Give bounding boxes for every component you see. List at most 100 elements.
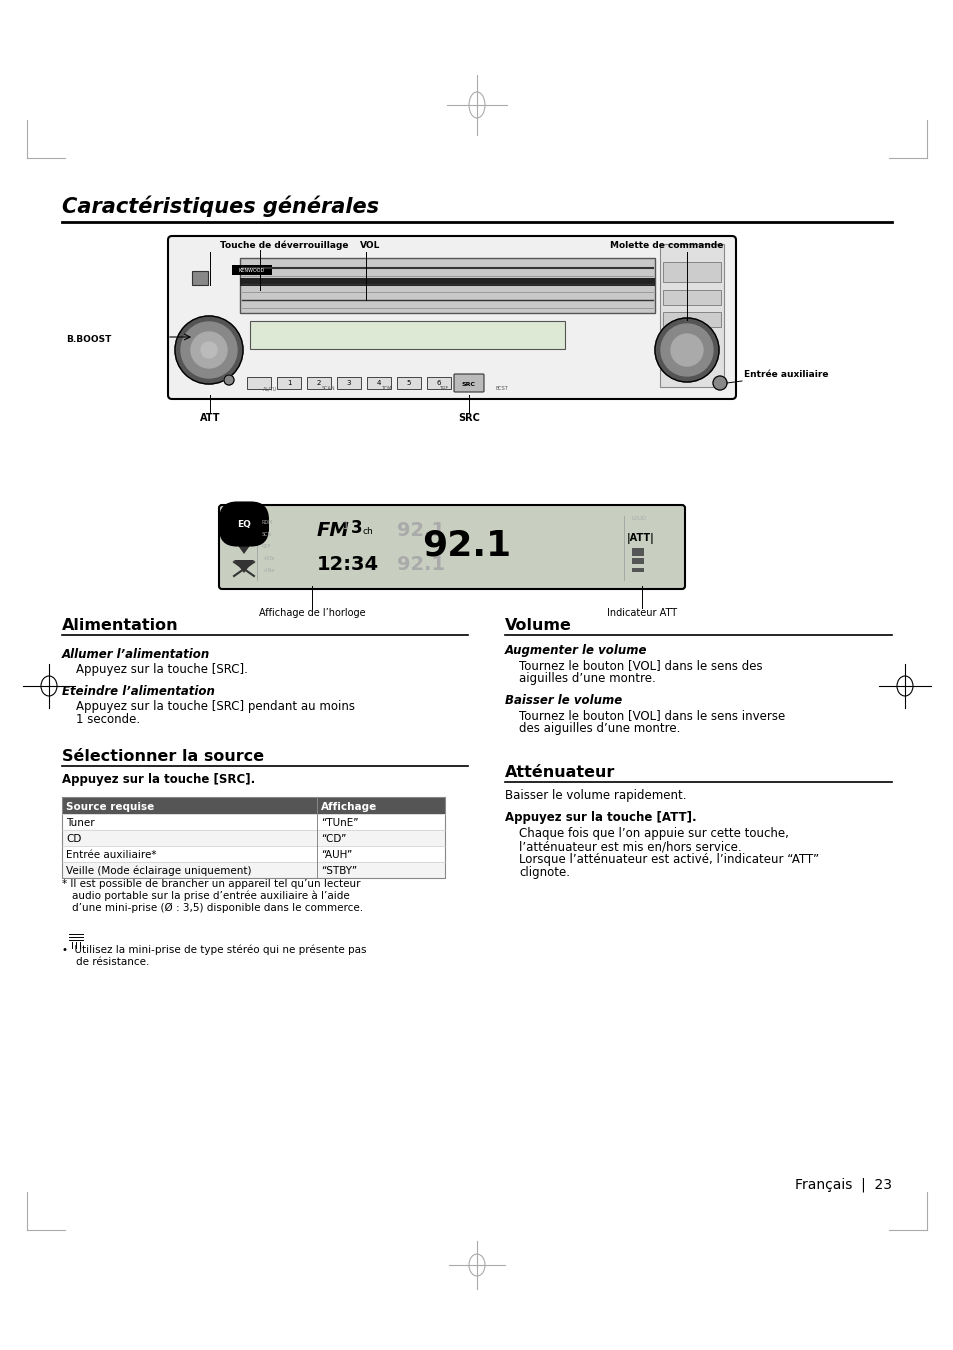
Text: Appuyez sur la touche [SRC].: Appuyez sur la touche [SRC]. bbox=[76, 663, 248, 676]
Text: Alimentation: Alimentation bbox=[62, 618, 178, 633]
Text: ATT: ATT bbox=[199, 413, 220, 423]
Bar bbox=[192, 271, 208, 285]
Text: BCST: BCST bbox=[496, 386, 508, 391]
Text: d’une mini-prise (Ø : 3,5) disponible dans le commerce.: d’une mini-prise (Ø : 3,5) disponible da… bbox=[71, 903, 363, 913]
FancyBboxPatch shape bbox=[219, 505, 684, 589]
Text: Tournez le bouton [VOL] dans le sens des: Tournez le bouton [VOL] dans le sens des bbox=[518, 659, 761, 672]
Bar bbox=[62, 796, 444, 814]
Bar bbox=[240, 278, 655, 286]
Text: CD: CD bbox=[66, 834, 81, 844]
Text: AL/TU: AL/TU bbox=[263, 386, 276, 391]
Text: aiguilles d’une montre.: aiguilles d’une montre. bbox=[518, 672, 655, 684]
Bar bbox=[336, 377, 360, 389]
Text: 92.1: 92.1 bbox=[396, 521, 445, 540]
Text: Appuyez sur la touche [SRC].: Appuyez sur la touche [SRC]. bbox=[62, 774, 255, 786]
Bar bbox=[631, 568, 643, 572]
Bar bbox=[662, 262, 720, 282]
Text: Caractéristiques générales: Caractéristiques générales bbox=[62, 196, 378, 217]
Text: 3: 3 bbox=[351, 518, 362, 537]
Bar bbox=[232, 265, 272, 275]
Text: “AUH”: “AUH” bbox=[320, 850, 352, 860]
Bar bbox=[62, 814, 444, 830]
Bar bbox=[62, 863, 444, 878]
Bar bbox=[662, 312, 720, 327]
Text: VOL: VOL bbox=[359, 242, 380, 250]
Circle shape bbox=[660, 324, 712, 377]
Circle shape bbox=[191, 332, 227, 369]
Text: ch: ch bbox=[363, 528, 374, 536]
FancyBboxPatch shape bbox=[168, 236, 735, 400]
Text: des aiguilles d’une montre.: des aiguilles d’une montre. bbox=[518, 722, 679, 734]
Text: Baisser le volume: Baisser le volume bbox=[504, 694, 621, 707]
Text: Tuner: Tuner bbox=[66, 818, 94, 828]
Text: EQ: EQ bbox=[236, 520, 251, 528]
Circle shape bbox=[655, 319, 719, 382]
Circle shape bbox=[670, 333, 702, 366]
Text: Allumer l’alimentation: Allumer l’alimentation bbox=[62, 648, 210, 662]
Text: l’atténuateur est mis en/hors service.: l’atténuateur est mis en/hors service. bbox=[518, 840, 740, 853]
Text: 4: 4 bbox=[376, 379, 381, 386]
Polygon shape bbox=[233, 540, 253, 553]
Text: “CD”: “CD” bbox=[320, 834, 346, 844]
Text: 3: 3 bbox=[346, 379, 351, 386]
Text: Touche de déverrouillage: Touche de déverrouillage bbox=[220, 240, 348, 250]
Bar bbox=[396, 377, 420, 389]
Text: Lorsque l’atténuateur est activé, l’indicateur “ATT”: Lorsque l’atténuateur est activé, l’indi… bbox=[518, 853, 819, 865]
Text: Eteindre l’alimentation: Eteindre l’alimentation bbox=[62, 684, 214, 698]
Text: 92.1: 92.1 bbox=[396, 555, 445, 574]
Text: +STe: +STe bbox=[262, 555, 274, 560]
Text: Molette de commande: Molette de commande bbox=[609, 242, 722, 250]
Text: B.BOOST: B.BOOST bbox=[67, 335, 112, 343]
Circle shape bbox=[224, 375, 233, 385]
Bar bbox=[631, 548, 643, 556]
Bar bbox=[240, 258, 655, 313]
Text: SRC: SRC bbox=[461, 382, 476, 386]
Text: SCN: SCN bbox=[262, 532, 272, 536]
Text: FM: FM bbox=[316, 521, 350, 540]
Bar bbox=[62, 830, 444, 846]
Bar bbox=[62, 846, 444, 863]
Bar bbox=[247, 377, 271, 389]
Text: Indicateur ATT: Indicateur ATT bbox=[606, 608, 677, 618]
Text: 5: 5 bbox=[406, 379, 411, 386]
Text: Volume: Volume bbox=[504, 618, 571, 633]
Text: “STBY”: “STBY” bbox=[320, 865, 356, 876]
Text: Source requise: Source requise bbox=[66, 802, 154, 811]
FancyBboxPatch shape bbox=[454, 374, 483, 392]
Text: Chaque fois que l’on appuie sur cette touche,: Chaque fois que l’on appuie sur cette to… bbox=[518, 828, 788, 840]
Bar bbox=[250, 321, 564, 350]
Text: * Il est possible de brancher un appareil tel qu’un lecteur: * Il est possible de brancher un apparei… bbox=[62, 879, 360, 890]
Bar bbox=[276, 377, 301, 389]
Text: Affichage: Affichage bbox=[320, 802, 376, 811]
Text: de résistance.: de résistance. bbox=[76, 957, 150, 967]
Text: 92.1: 92.1 bbox=[421, 529, 511, 563]
Text: “TUnE”: “TUnE” bbox=[320, 818, 358, 828]
Text: 1 seconde.: 1 seconde. bbox=[76, 713, 140, 726]
Text: Baisser le volume rapidement.: Baisser le volume rapidement. bbox=[504, 788, 686, 802]
Text: SRC: SRC bbox=[457, 413, 479, 423]
Bar bbox=[631, 558, 643, 564]
Text: Entrée auxiliaire*: Entrée auxiliaire* bbox=[66, 850, 156, 860]
Bar bbox=[427, 377, 451, 389]
Text: +INe: +INe bbox=[262, 567, 274, 572]
Bar bbox=[662, 290, 720, 305]
Text: •  Utilisez la mini-prise de type stéréo qui ne présente pas: • Utilisez la mini-prise de type stéréo … bbox=[62, 945, 366, 954]
Bar bbox=[62, 796, 444, 878]
Text: 12:34: 12:34 bbox=[316, 555, 378, 574]
Bar bbox=[659, 244, 723, 387]
Text: Veille (Mode éclairage uniquement): Veille (Mode éclairage uniquement) bbox=[66, 865, 252, 876]
Text: 1: 1 bbox=[343, 521, 349, 531]
Text: audio portable sur la prise d’entrée auxiliaire à l’aide: audio portable sur la prise d’entrée aux… bbox=[71, 891, 350, 900]
Text: Affichage de l’horloge: Affichage de l’horloge bbox=[258, 608, 365, 618]
Bar bbox=[367, 377, 391, 389]
Text: 6: 6 bbox=[436, 379, 441, 386]
Text: |ATT|: |ATT| bbox=[626, 532, 654, 544]
Text: TCM: TCM bbox=[380, 386, 391, 391]
Text: Augmenter le volume: Augmenter le volume bbox=[504, 644, 647, 657]
Text: RDM: RDM bbox=[262, 520, 274, 525]
Circle shape bbox=[712, 377, 726, 390]
Text: Sélectionner la source: Sélectionner la source bbox=[62, 749, 264, 764]
Text: Appuyez sur la touche [SRC] pendant au moins: Appuyez sur la touche [SRC] pendant au m… bbox=[76, 701, 355, 713]
Circle shape bbox=[181, 323, 236, 378]
Text: LOUD: LOUD bbox=[631, 516, 646, 521]
